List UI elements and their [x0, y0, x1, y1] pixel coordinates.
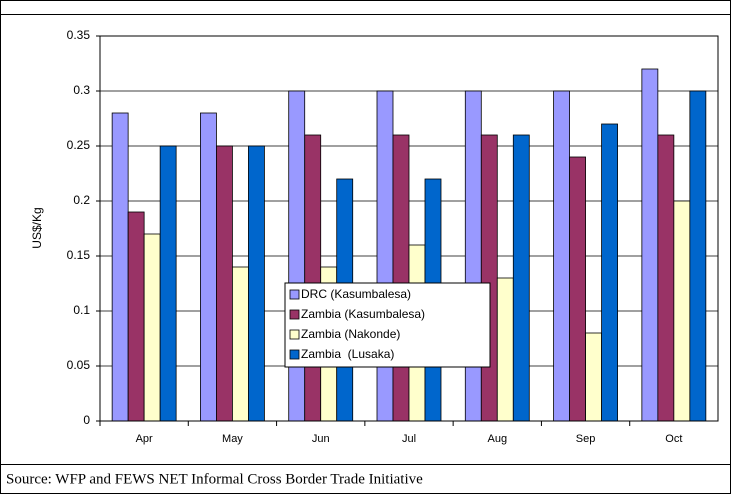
bar: [480, 134, 498, 422]
bar: [689, 90, 707, 422]
bar: [111, 112, 129, 422]
bar: [216, 145, 233, 422]
legend-label: Zambia (Nakonde): [301, 327, 400, 341]
bar: [392, 134, 410, 422]
x-tick-label: Aug: [487, 433, 507, 445]
y-axis-label: US$/Kg: [30, 207, 44, 248]
bar: [232, 266, 249, 422]
bar: [553, 90, 570, 422]
bar: [512, 134, 530, 422]
bar: [159, 145, 177, 422]
bar: [641, 68, 659, 422]
y-tick-label: 0.2: [73, 193, 90, 207]
legend-swatch: [289, 309, 300, 320]
y-tick-label: 0.25: [67, 138, 91, 152]
bar: [288, 90, 306, 422]
x-tick-label: May: [222, 433, 243, 445]
bar: [376, 90, 394, 422]
legend-swatch: [289, 289, 300, 300]
bar: [200, 112, 217, 422]
bar: [304, 134, 322, 422]
bar: [673, 200, 691, 422]
x-tick-label: Apr: [136, 433, 153, 445]
legend: [284, 282, 491, 368]
bar: [601, 123, 618, 422]
bar: [496, 277, 514, 422]
x-tick-label: Jul: [402, 433, 416, 445]
bar: [464, 90, 482, 422]
y-tick-label: 0.05: [67, 358, 91, 372]
legend-swatch: [289, 329, 300, 340]
bar: [127, 211, 145, 422]
y-tick-label: 0: [83, 413, 90, 427]
y-tick-label: 0.15: [67, 248, 91, 262]
y-tick-label: 0.3: [73, 83, 90, 97]
bar: [143, 233, 161, 422]
legend-swatch: [289, 349, 300, 360]
bar: [585, 332, 602, 422]
y-tick-label: 0.35: [67, 28, 91, 42]
source: Source: WFP and FEWS NET Informal Cross …: [6, 471, 423, 487]
bar: [248, 145, 265, 422]
legend-label: Zambia (Kasumbalesa): [301, 307, 425, 321]
bar: [657, 134, 675, 422]
x-tick-label: Oct: [665, 433, 682, 445]
legend-label: Zambia (Lusaka): [301, 347, 394, 361]
legend-label: DRC (Kasumbalesa): [301, 287, 411, 301]
x-tick-label: Jun: [312, 433, 330, 445]
y-tick-label: 0.1: [73, 303, 90, 317]
x-tick-label: Sep: [576, 433, 596, 445]
bar: [569, 156, 586, 422]
plot-border: [99, 35, 719, 422]
